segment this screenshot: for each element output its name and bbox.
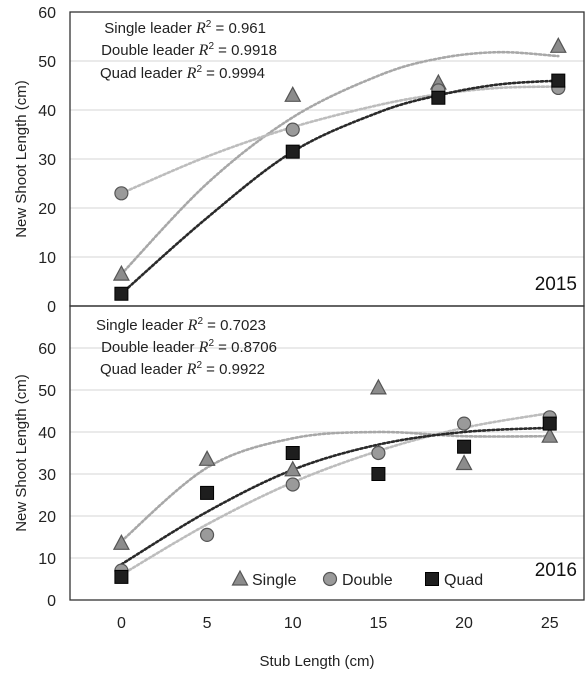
data-point-double (285, 122, 300, 137)
x-tick-label: 15 (370, 615, 388, 632)
y-tick-label: 0 (47, 299, 56, 316)
x-tick-label: 5 (203, 615, 212, 632)
data-point-double (199, 527, 215, 543)
y-axis-label: New Shoot Length (cm) (13, 374, 30, 532)
data-point-single (541, 426, 559, 443)
x-tick-label: 10 (284, 615, 302, 632)
legend-marker-single (231, 569, 249, 586)
x-tick-label: 20 (455, 615, 473, 632)
y-tick-label: 60 (38, 341, 56, 358)
r2-annotation: Double leader R2 = 0.8706 (101, 338, 277, 356)
data-point-single (284, 86, 302, 102)
legend-label: Double (342, 572, 393, 589)
y-tick-label: 20 (38, 201, 56, 218)
legend-label: Single (252, 572, 297, 589)
legend-marker-quad (425, 572, 439, 586)
r2-annotation: Quad leader R2 = 0.9994 (100, 64, 265, 82)
data-point-quad (431, 90, 446, 105)
data-point-quad (200, 485, 215, 500)
r2-annotation: Double leader R2 = 0.9918 (101, 41, 277, 59)
r2-annotation: Single leader R2 = 0.7023 (96, 316, 266, 334)
trendline-single (120, 430, 552, 543)
data-point-single (369, 378, 387, 395)
x-axis-label: Stub Length (cm) (259, 653, 374, 670)
y-tick-label: 20 (38, 509, 56, 526)
panel-year-label: 2015 (535, 274, 577, 295)
y-tick-label: 0 (47, 593, 56, 610)
data-point-quad (114, 569, 129, 584)
data-point-double (114, 186, 129, 201)
y-tick-label: 50 (38, 383, 56, 400)
trendline-double (120, 411, 552, 577)
y-tick-label: 30 (38, 467, 56, 484)
x-tick-label: 25 (541, 615, 559, 632)
r2-annotation: Quad leader R2 = 0.9922 (100, 360, 265, 378)
data-point-quad (551, 73, 566, 88)
plot-frame (69, 305, 585, 601)
y-tick-label: 50 (38, 54, 56, 71)
data-point-quad (371, 467, 386, 481)
data-point-single (112, 534, 130, 550)
trendline-quad (120, 426, 552, 566)
trendline-single (120, 50, 560, 276)
y-tick-label: 40 (38, 425, 56, 442)
x-tick-label: 0 (117, 615, 126, 632)
data-point-quad (457, 439, 472, 454)
panel-year-label: 2016 (535, 560, 577, 581)
trendline-double (120, 85, 560, 195)
data-point-quad (285, 446, 300, 460)
data-point-quad (114, 286, 129, 301)
legend: Single Double Quad (231, 569, 483, 589)
trendline-quad (120, 79, 560, 296)
data-point-double (285, 477, 300, 492)
y-tick-label: 10 (38, 250, 56, 267)
legend-label: Quad (444, 572, 483, 589)
data-point-double (371, 445, 386, 461)
data-point-single (455, 454, 473, 471)
y-tick-label: 60 (38, 5, 56, 22)
y-tick-label: 30 (38, 152, 56, 169)
y-tick-label: 10 (38, 551, 56, 568)
data-point-single (549, 37, 567, 53)
data-point-single (112, 264, 130, 281)
data-point-single (198, 450, 216, 466)
data-point-double (456, 416, 472, 431)
data-point-quad (542, 416, 557, 431)
data-point-single (284, 460, 302, 477)
r2-annotation: Single leader R2 = 0.961 (104, 19, 266, 37)
y-tick-label: 40 (38, 103, 56, 120)
legend-marker-double (322, 571, 338, 587)
y-axis-label: New Shoot Length (cm) (13, 80, 30, 238)
data-point-quad (285, 144, 300, 159)
panel-2015: 0 10 20 30 40 50 60 New Shoot Length (cm) Single… (13, 5, 585, 316)
